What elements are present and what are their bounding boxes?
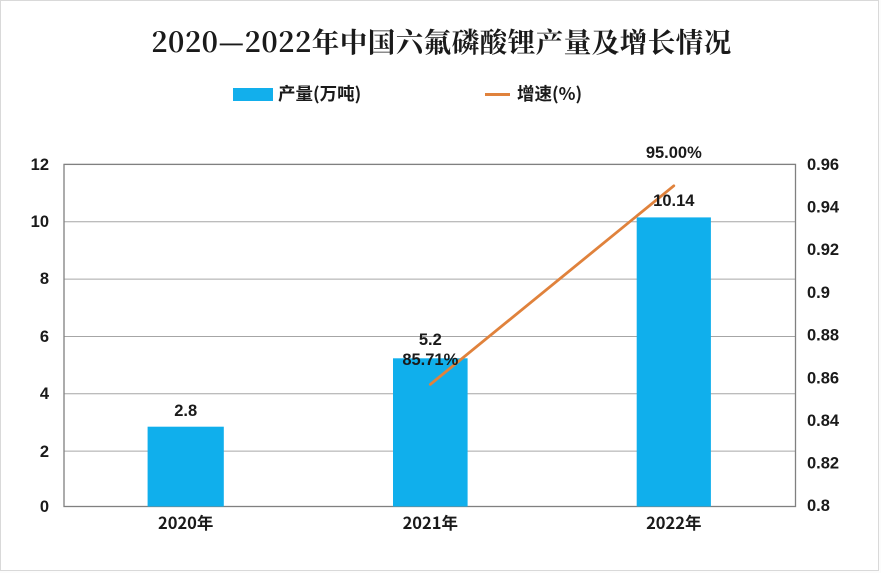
svg-text:4: 4 <box>40 385 50 403</box>
svg-text:10: 10 <box>31 213 49 231</box>
svg-text:0.9: 0.9 <box>807 284 830 302</box>
svg-text:5.2: 5.2 <box>419 331 442 349</box>
svg-text:0.96: 0.96 <box>807 156 839 174</box>
svg-text:0.86: 0.86 <box>807 370 839 388</box>
svg-text:10.14: 10.14 <box>653 192 695 210</box>
svg-text:2: 2 <box>40 443 49 461</box>
svg-text:2020年: 2020年 <box>158 510 213 534</box>
svg-text:0.88: 0.88 <box>807 327 839 345</box>
svg-text:0.84: 0.84 <box>807 412 840 430</box>
svg-text:0.92: 0.92 <box>807 241 839 259</box>
svg-text:8: 8 <box>40 270 49 288</box>
svg-text:2022年: 2022年 <box>646 510 701 534</box>
svg-text:0.82: 0.82 <box>807 455 839 473</box>
svg-text:6: 6 <box>40 328 49 346</box>
svg-text:95.00%: 95.00% <box>646 144 702 162</box>
svg-text:12: 12 <box>31 156 49 174</box>
svg-text:0.8: 0.8 <box>807 497 830 515</box>
svg-text:0: 0 <box>40 498 49 516</box>
svg-text:0.94: 0.94 <box>807 199 840 217</box>
svg-text:2021年: 2021年 <box>403 510 458 534</box>
svg-text:85.71%: 85.71% <box>402 351 458 369</box>
svg-text:2.8: 2.8 <box>174 402 197 420</box>
